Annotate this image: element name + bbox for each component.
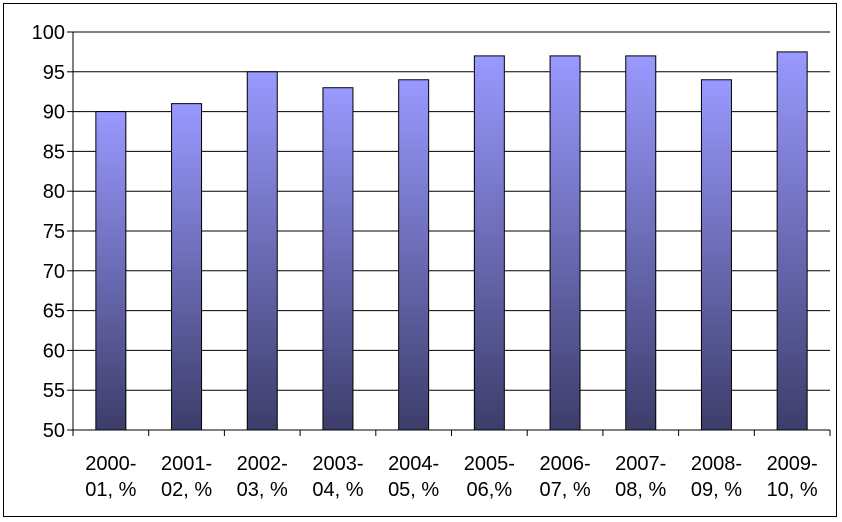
bar — [171, 103, 203, 431]
x-tick-label: 2007-08, % — [615, 453, 666, 501]
bar — [473, 55, 505, 431]
bar — [776, 51, 808, 431]
y-tick-label: 60 — [43, 340, 65, 362]
bar — [322, 87, 354, 431]
bar — [246, 71, 278, 431]
x-tick-label: 2009-10, % — [767, 453, 818, 501]
y-tick-label: 70 — [43, 261, 65, 283]
bar — [549, 55, 581, 431]
y-tick-labels: 50 55 60 65 70 75 80 85 90 95 100 — [32, 22, 65, 442]
bar — [398, 79, 430, 431]
y-tick-label: 55 — [43, 380, 65, 402]
x-tick-label: 2000-01, % — [85, 453, 136, 501]
bar — [625, 55, 657, 431]
y-tick-label: 75 — [43, 221, 65, 243]
x-tick-label: 2005-06,% — [464, 453, 515, 501]
y-tick-label: 100 — [32, 22, 65, 44]
x-tick-label: 2001-02, % — [161, 453, 212, 501]
y-tick-label: 95 — [43, 62, 65, 84]
y-tick-label: 85 — [43, 141, 65, 163]
x-tick-label: 2006-07, % — [539, 453, 590, 501]
x-tick-label: 2002-03, % — [237, 453, 288, 501]
bars — [95, 51, 808, 431]
x-tick-label: 2008-09, % — [691, 453, 742, 501]
x-tick-labels: 2000-01, % 2001-02, % 2002-03, % 2003-04, %… — [85, 453, 818, 501]
x-tick-label: 2004-05, % — [388, 453, 439, 501]
y-tick-label: 50 — [43, 420, 65, 442]
y-tick-label: 90 — [43, 102, 65, 124]
x-tick-label: 2003-04, % — [312, 453, 363, 501]
bar — [95, 111, 127, 431]
y-tick-label: 65 — [43, 301, 65, 323]
axes — [67, 31, 831, 436]
y-tick-label: 80 — [43, 181, 65, 203]
bar — [700, 79, 732, 431]
